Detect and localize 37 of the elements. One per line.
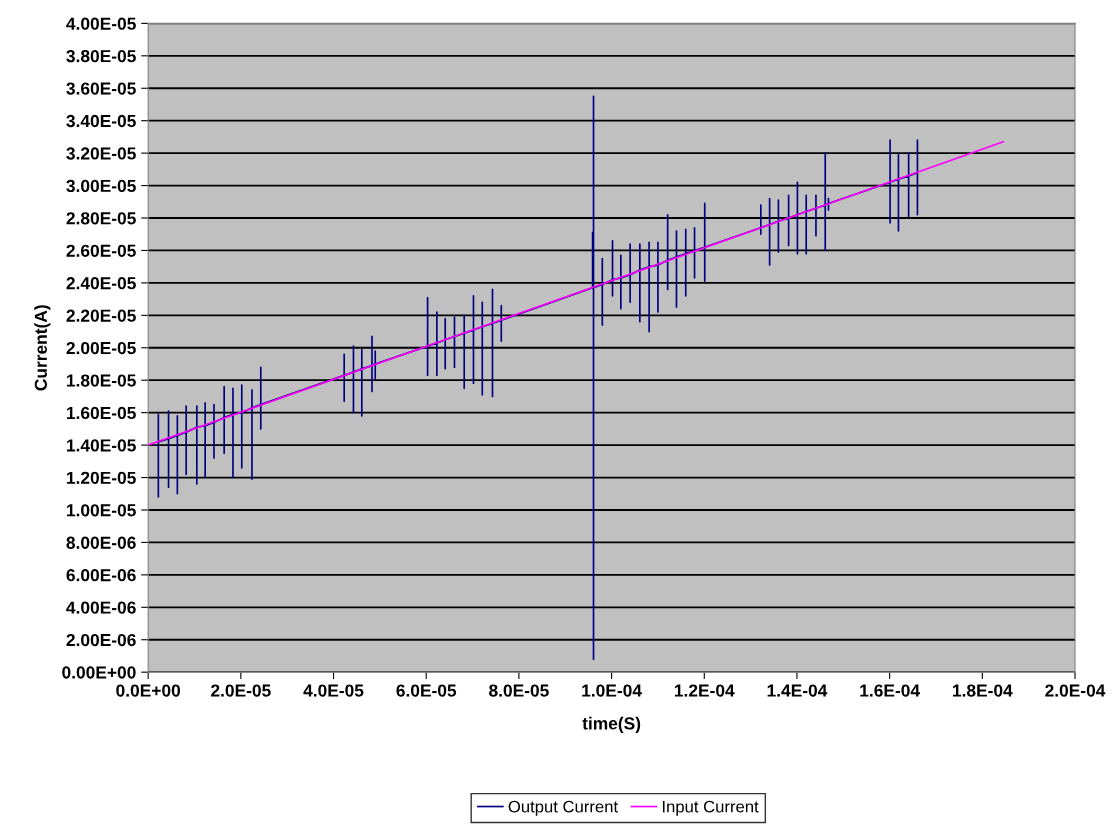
y-tick-label: 2.80E-05 (66, 212, 136, 225)
y-axis-title: Current(A) (34, 305, 51, 391)
x-tick-label: 1.4E-04 (767, 684, 828, 697)
y-tick-label: 1.60E-05 (66, 406, 136, 420)
y-tick-label: 2.00E-05 (66, 341, 136, 355)
line-series (157, 95, 919, 661)
y-tick-label: 4.00E-06 (66, 601, 136, 614)
y-tick-label: 8.00E-06 (66, 536, 136, 549)
x-axis-title: time(S) (582, 716, 641, 734)
y-tick-label: 0.00E+00 (62, 666, 136, 679)
y-tick-label: 3.60E-05 (66, 82, 136, 95)
x-tick-label: 2.0E-04 (1045, 684, 1106, 697)
y-tick-label: 2.00E-06 (66, 633, 136, 647)
y-tick-label: 6.00E-06 (66, 569, 136, 582)
legend-label: Output Current (508, 800, 618, 816)
x-tick-label: 0.0E+00 (116, 684, 181, 697)
x-tick-label: 1.6E-04 (860, 684, 920, 697)
y-tick-label: 3.80E-05 (66, 49, 136, 63)
legend-label: Input Current (662, 800, 759, 816)
y-tick-label: 3.20E-05 (66, 147, 136, 160)
y-tick-label: 3.40E-05 (66, 114, 136, 128)
y-tick-label: 2.60E-05 (66, 244, 136, 257)
y-tick-label: 1.00E-05 (66, 504, 136, 517)
y-tick-label: 2.40E-05 (66, 277, 136, 290)
x-tick-label: 2.0E-05 (211, 684, 271, 697)
x-tick-label: 1.8E-04 (953, 684, 1013, 697)
y-tick-label: 2.20E-05 (66, 309, 136, 322)
y-tick-label: 4.00E-05 (66, 17, 136, 30)
x-tick-label: 4.0E-05 (303, 684, 364, 697)
x-tick-label: 1.2E-04 (674, 684, 735, 697)
y-tick-label: 1.80E-05 (66, 374, 136, 387)
x-tick-label: 8.0E-05 (489, 684, 549, 697)
x-tick-label: 1.0E-04 (582, 684, 642, 697)
x-tick-label: 6.0E-05 (396, 684, 457, 697)
y-tick-label: 1.40E-05 (66, 439, 136, 452)
y-tick-label: 1.20E-05 (66, 471, 136, 484)
y-tick-label: 3.00E-05 (66, 179, 136, 193)
